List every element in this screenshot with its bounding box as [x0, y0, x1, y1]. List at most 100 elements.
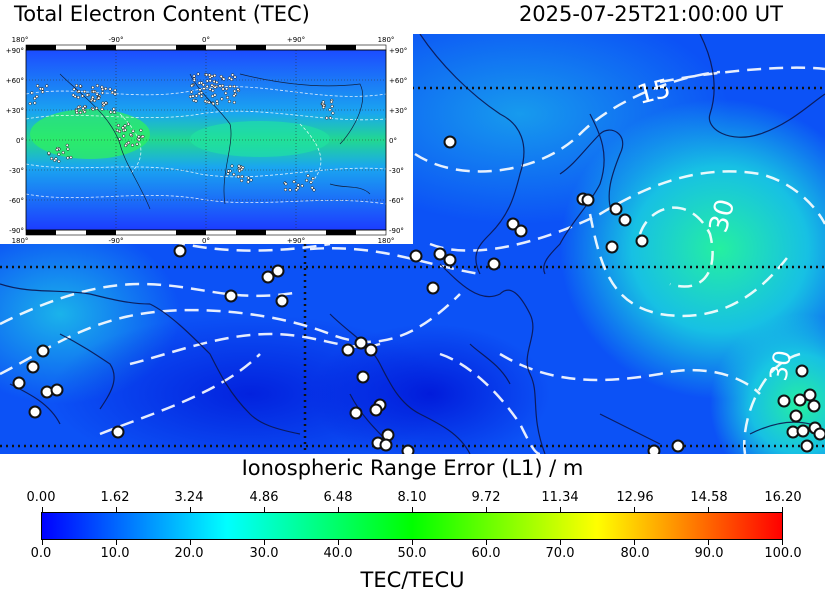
inset-station-marker	[194, 99, 198, 103]
colorbar-tick-mark	[116, 540, 117, 545]
gnss-station-marker	[671, 439, 685, 453]
inset-station-marker	[101, 91, 105, 95]
gnss-station-marker	[50, 383, 64, 397]
inset-station-marker	[240, 175, 244, 179]
inset-station-marker	[137, 135, 141, 139]
inset-station-marker	[322, 105, 326, 109]
tec-mid-region	[310, 34, 730, 224]
gnss-station-marker	[26, 360, 40, 374]
inset-station-marker	[215, 80, 219, 84]
inset-station-marker	[218, 84, 222, 88]
gnss-station-marker	[369, 403, 383, 417]
inset-station-marker	[113, 88, 117, 92]
gnss-station-marker	[275, 294, 289, 308]
inset-station-marker	[305, 178, 309, 182]
inset-station-marker	[227, 99, 231, 103]
inset-station-marker	[76, 105, 81, 109]
inset-station-marker	[101, 87, 105, 91]
inset-station-marker	[188, 95, 192, 99]
inset-station-marker	[309, 180, 313, 184]
gnss-station-marker	[349, 406, 363, 420]
inset-station-marker	[102, 102, 106, 107]
colorbar-tick-mark	[190, 507, 191, 512]
inset-station-marker	[194, 94, 198, 98]
inset-station-marker	[210, 83, 214, 87]
gnss-station-marker	[803, 388, 817, 402]
inset-station-marker	[232, 94, 236, 98]
inset-station-marker	[95, 84, 99, 88]
gnss-station-marker	[36, 344, 50, 358]
inset-station-marker	[65, 143, 69, 147]
inset-station-marker	[80, 94, 85, 98]
map-title: Total Electron Content (TEC)	[14, 2, 310, 26]
inset-station-marker	[211, 102, 215, 106]
gnss-station-marker	[433, 247, 447, 261]
inset-station-marker	[190, 84, 194, 88]
inset-station-marker	[205, 79, 209, 83]
tec-tick: 30.0	[249, 546, 279, 561]
inset-station-marker	[112, 107, 116, 111]
gnss-station-marker	[487, 257, 501, 271]
inset-station-marker	[131, 129, 135, 133]
inset-station-marker	[210, 74, 214, 78]
inset-station-marker	[75, 84, 79, 88]
colorbar-tick-mark	[782, 507, 783, 512]
gnss-station-marker	[356, 370, 370, 384]
tec-tick: 40.0	[323, 546, 353, 561]
inset-right-tick: 0°	[389, 137, 397, 145]
inset-station-marker	[76, 95, 80, 99]
inset-station-marker	[232, 172, 236, 176]
inset-station-marker	[246, 180, 250, 184]
inset-bottom-tick: -90°	[109, 237, 124, 245]
colorbar-tick-mark	[42, 507, 43, 512]
inset-left-tick: -60°	[9, 197, 24, 205]
inset-station-marker	[232, 100, 236, 104]
inset-bottom-tick: 180°	[378, 237, 395, 245]
inset-station-marker	[331, 111, 335, 115]
gnss-station-marker	[618, 213, 632, 227]
inset-top-tick: +90°	[287, 36, 305, 44]
inset-station-marker	[204, 73, 209, 77]
gnss-station-marker	[261, 270, 275, 284]
gnss-station-marker	[800, 439, 814, 453]
inset-station-marker	[215, 102, 219, 106]
inset-station-marker	[198, 88, 202, 92]
contour-label-30-right: 30	[764, 348, 797, 383]
range-error-tick: 3.24	[174, 490, 204, 505]
tec-tick: 50.0	[397, 546, 427, 561]
gnss-station-marker	[647, 444, 661, 454]
world-inset-map: 180° -90° 0° +90° 180° 180° -90° 0° +90°…	[0, 34, 413, 245]
colorbar-tick-mark	[42, 540, 43, 545]
inset-station-marker	[121, 126, 125, 130]
inset-station-marker	[222, 77, 226, 81]
inset-station-marker	[233, 89, 237, 93]
inset-station-marker	[95, 92, 99, 96]
colorbar-tick-mark	[782, 540, 783, 545]
gnss-station-marker	[409, 249, 423, 263]
inset-station-marker	[66, 156, 70, 160]
inset-station-marker	[236, 87, 240, 91]
inset-station-marker	[72, 87, 76, 91]
range-error-tick: 4.86	[249, 490, 279, 505]
tec-colorbar	[41, 507, 783, 545]
map-timestamp: 2025-07-25T21:00:00 UT	[518, 2, 783, 26]
inset-station-marker	[35, 95, 39, 99]
inset-station-marker	[123, 128, 127, 132]
inset-station-marker	[330, 104, 334, 108]
range-error-tick: 11.34	[541, 490, 579, 505]
inset-left-tick: +90°	[6, 47, 24, 55]
colorbar-tick-mark	[634, 540, 635, 545]
tec-tick: 60.0	[471, 546, 501, 561]
colorbar-tick-mark	[560, 540, 561, 545]
range-error-tick: 12.96	[616, 490, 654, 505]
colorbar-tick-mark	[412, 507, 413, 512]
inset-station-marker	[225, 87, 229, 91]
inset-station-marker	[85, 93, 89, 97]
colorbar-tick-mark	[190, 540, 191, 545]
inset-station-marker	[208, 79, 212, 83]
inset-bottom-tick: +90°	[287, 237, 305, 245]
gnss-station-marker	[514, 224, 528, 238]
gnss-station-marker	[224, 289, 238, 303]
inset-right-tick: -90°	[389, 227, 404, 235]
inset-left-tick: 0°	[16, 137, 24, 145]
